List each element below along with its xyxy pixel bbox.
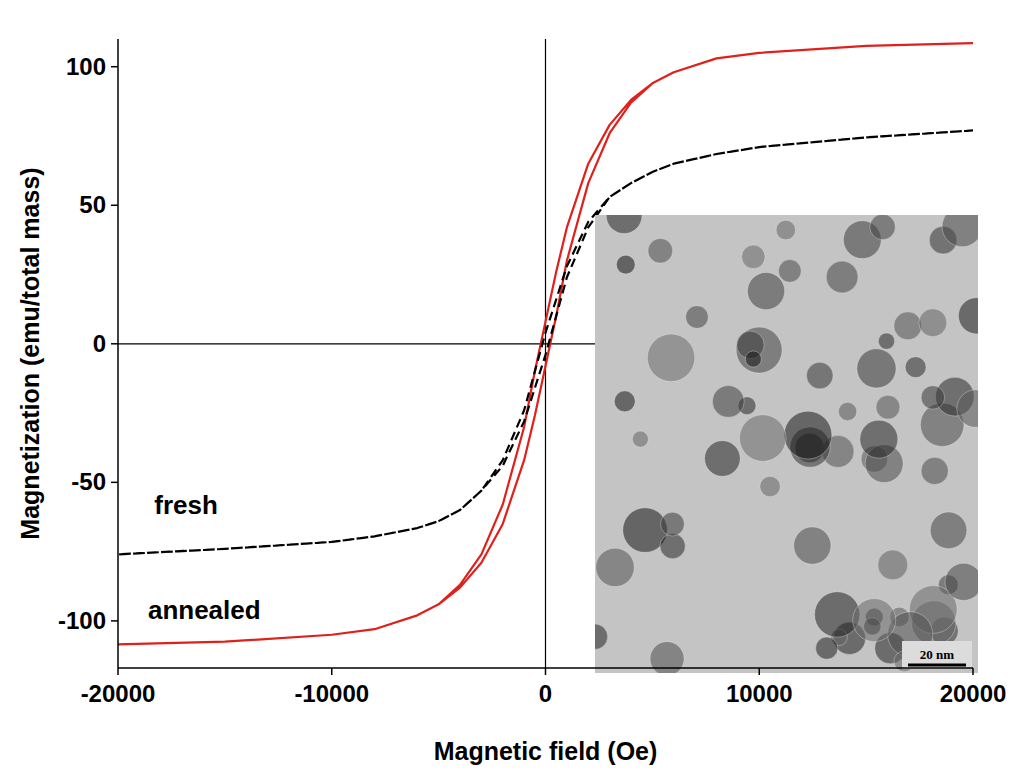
scale-label: 20 nm bbox=[920, 647, 954, 662]
x-tick bbox=[117, 668, 119, 675]
x-axis-title: Magnetic field (Oe) bbox=[434, 737, 658, 765]
x-tick-label: 20000 bbox=[940, 680, 1007, 707]
x-tick-label: -20000 bbox=[81, 680, 156, 707]
y-axis-title: Magnetization (emu/total mass) bbox=[16, 167, 44, 539]
y-tick bbox=[111, 620, 118, 622]
y-tick-label: -50 bbox=[71, 468, 106, 495]
x-tick bbox=[759, 668, 761, 675]
y-tick-label: 50 bbox=[79, 191, 106, 218]
x-tick bbox=[545, 668, 547, 675]
y-axis bbox=[117, 39, 119, 668]
y-tick bbox=[111, 205, 118, 207]
y-tick bbox=[111, 66, 118, 68]
x-tick-label: -10000 bbox=[294, 680, 369, 707]
y-tick-label: 100 bbox=[66, 53, 106, 80]
x-tick bbox=[972, 668, 974, 675]
y-tick-label: -100 bbox=[58, 607, 106, 634]
annotation: annealed bbox=[148, 595, 261, 625]
scale-bar bbox=[908, 664, 966, 667]
x-tick bbox=[331, 668, 333, 675]
inset-image: 20 nm bbox=[582, 198, 994, 676]
annotation: fresh bbox=[154, 490, 218, 520]
x-tick-label: 0 bbox=[539, 680, 552, 707]
x-tick-label: 10000 bbox=[726, 680, 793, 707]
y-tick-label: 0 bbox=[93, 330, 106, 357]
chart: 20 nm -20000 -10000 0 10000 20000 -100 -50 0 50 10… bbox=[0, 0, 1021, 779]
y-tick bbox=[111, 343, 118, 345]
y-tick bbox=[111, 482, 118, 484]
